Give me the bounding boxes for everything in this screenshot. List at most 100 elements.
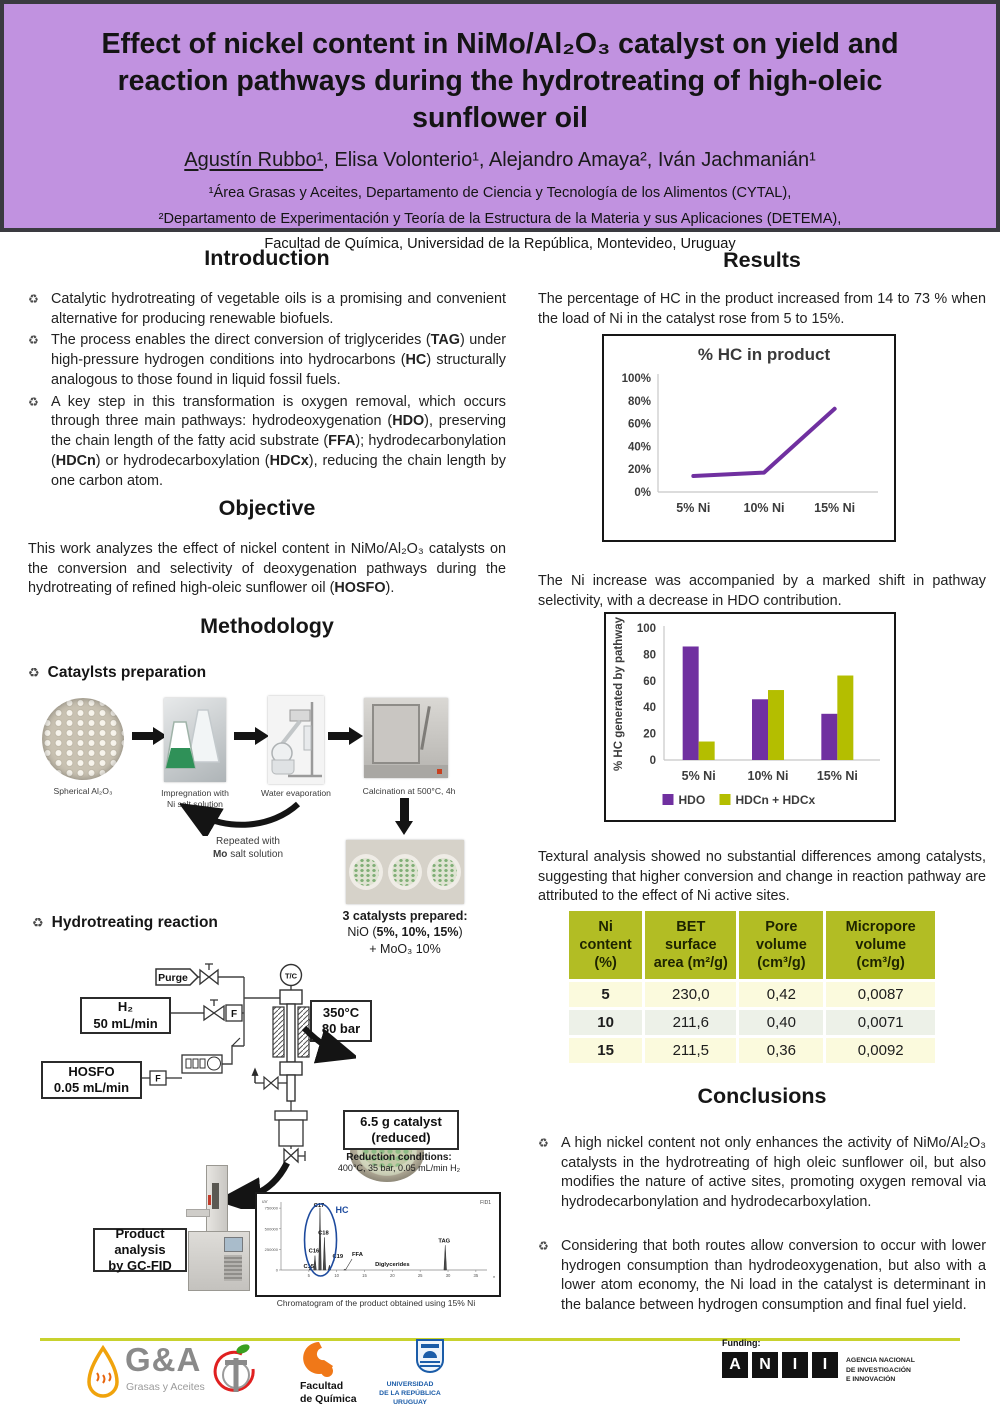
svg-text:FID1: FID1 xyxy=(480,1200,491,1206)
svg-text:F: F xyxy=(155,1074,161,1084)
table-header-cell: BET surface area (m²/g) xyxy=(645,911,737,980)
facultad-quimica-logo: Facultad de Química xyxy=(300,1340,370,1405)
svg-text:C18: C18 xyxy=(318,1230,329,1236)
svg-text:35: 35 xyxy=(474,1273,479,1278)
catalysts-photo xyxy=(346,840,464,904)
udelar-shield-icon xyxy=(416,1339,444,1373)
table-row: 5 230,0 0,42 0,0087 xyxy=(569,982,935,1008)
ga-logo-subtext: Grasas y Aceites xyxy=(126,1381,205,1393)
anii-letter: I xyxy=(812,1352,838,1378)
svg-text:5: 5 xyxy=(308,1273,311,1278)
svg-text:100: 100 xyxy=(637,623,656,635)
table-cell: 10 xyxy=(569,1010,643,1036)
svg-text:Diglycerides: Diglycerides xyxy=(375,1262,409,1268)
recycle-bullet-icon: ♻ xyxy=(32,915,44,930)
udelar-logo: UNIVERSIDAD DE LA REPÚBLICA URUGUAY xyxy=(379,1338,472,1406)
hc-line-chart-frame: % HC in product 0% 20% 40% 60% 80% 100% 5% Ni 10… xyxy=(602,334,896,542)
svg-text:250000: 250000 xyxy=(265,1247,279,1252)
reactor-schematic: Purge F T/C F xyxy=(138,963,312,1164)
flasks-illustration xyxy=(165,709,220,769)
svg-text:10: 10 xyxy=(334,1273,339,1278)
textural-properties-table: Ni content (%) BET surface area (m²/g) Por… xyxy=(566,908,938,1067)
calcination-furnace-photo xyxy=(364,698,448,778)
recycle-bullet-icon: ♻ xyxy=(28,394,39,409)
hc-line-chart: % HC in product 0% 20% 40% 60% 80% 100% 5% Ni 10… xyxy=(622,345,878,515)
facultad-quimica-text: Facultad de Química xyxy=(300,1380,357,1405)
recycle-bullet-icon: ♻ xyxy=(538,1136,549,1150)
catalysts-preparation-subhead: ♻ Cataylsts preparation xyxy=(28,664,207,681)
furnace-panel xyxy=(364,765,448,778)
footer-divider xyxy=(40,1338,960,1341)
poster-header: Effect of nickel content in NiMo/Al₂O₃ c… xyxy=(0,0,1000,252)
svg-text:20: 20 xyxy=(643,729,656,741)
svg-text:10% Ni: 10% Ni xyxy=(748,769,789,783)
udelar-text: UNIVERSIDAD DE LA REPÚBLICA URUGUAY xyxy=(379,1381,441,1407)
svg-text:HDCn + HDCx: HDCn + HDCx xyxy=(736,793,816,807)
svg-text:15% Ni: 15% Ni xyxy=(817,769,858,783)
right-column: Results The percentage of HC in the prod… xyxy=(538,240,986,1340)
hydrotreating-reaction-subhead: ♻ Hydrotreating reaction xyxy=(32,914,218,931)
results-paragraph-2: The Ni increase was accompanied by a mar… xyxy=(538,573,986,609)
check-valve-icon xyxy=(231,1037,241,1047)
list-item: ♻ A key step in this transformation is ox… xyxy=(28,393,506,489)
intro-heading: Introduction xyxy=(204,246,330,270)
svg-text:C16: C16 xyxy=(309,1249,320,1255)
svg-text:Purge: Purge xyxy=(158,972,188,984)
results-paragraph-3: Textural analysis showed no substantial … xyxy=(538,849,986,905)
reactor-bottom-fitting xyxy=(279,1061,303,1076)
anii-letter: N xyxy=(752,1352,778,1378)
svg-text:C17: C17 xyxy=(314,1203,325,1209)
table-cell: 0,40 xyxy=(739,1010,824,1036)
chromatogram: uV FID1 min 0 250000 500000 750000 5 10 15 20 25 30 3… xyxy=(255,1192,501,1297)
svg-text:0%: 0% xyxy=(634,487,651,499)
step-caption: Spherical Al₂O₃ xyxy=(53,786,113,796)
methodology-heading: Methodology xyxy=(200,614,334,638)
ga-logo-text: G&A xyxy=(125,1341,202,1378)
conclusions-heading: Conclusions xyxy=(697,1084,827,1108)
list-item: ♻ Considering that both routes allow conv… xyxy=(538,1237,986,1314)
svg-text:% HC in product: % HC in product xyxy=(698,345,831,364)
flow-meter xyxy=(225,1004,243,1022)
table-header-cell: Pore volume (cm³/g) xyxy=(739,911,824,980)
collector-flange xyxy=(274,1110,308,1121)
poster-title: Effect of nickel content in NiMo/Al₂O₃ c… xyxy=(101,28,899,135)
flow-meter xyxy=(149,1070,167,1086)
recycle-bullet-icon: ♻ xyxy=(538,1238,549,1253)
condenser-column xyxy=(286,1074,296,1102)
pump-icon xyxy=(181,1054,223,1074)
valve-icon xyxy=(199,963,219,986)
crucible xyxy=(427,854,462,890)
anii-letter: I xyxy=(782,1352,808,1378)
anii-text: AGENCIA NACIONAL DE INVESTIGACIÓN E INNO… xyxy=(846,1357,915,1384)
intro-bullets: ♻ Catalytic hydrotreating of vegetable oi… xyxy=(28,290,506,493)
svg-text:20%: 20% xyxy=(628,464,651,476)
repeat-note: Repeated with Mo salt solution xyxy=(212,836,284,860)
svg-text:C19: C19 xyxy=(332,1254,343,1260)
svg-text:min: min xyxy=(493,1274,495,1279)
gc-instrument-photo xyxy=(184,1165,250,1291)
affiliation-line: ¹Área Grasas y Aceites, Departamento de … xyxy=(208,185,792,202)
furnace-led xyxy=(437,769,442,774)
svg-text:500000: 500000 xyxy=(265,1226,279,1231)
table-cell: 0,0092 xyxy=(826,1038,935,1064)
svg-text:HDO: HDO xyxy=(679,793,706,807)
affiliations: ¹Área Grasas y Aceites, Departamento de … xyxy=(4,181,996,258)
anii-letter: A xyxy=(722,1352,748,1378)
svg-text:F: F xyxy=(231,1009,237,1020)
table-cell: 5 xyxy=(569,982,643,1008)
table-cell: 0,0071 xyxy=(826,1010,935,1036)
table-cell: 0,36 xyxy=(739,1038,824,1064)
recycle-bullet-icon: ♻ xyxy=(28,333,39,348)
results-heading: Results xyxy=(723,248,801,272)
arrow-down-icon xyxy=(395,798,413,835)
table-cell: 211,5 xyxy=(645,1038,737,1064)
svg-text:5% Ni: 5% Ni xyxy=(682,769,716,783)
impregnation-photo xyxy=(164,698,226,782)
svg-text:20: 20 xyxy=(390,1273,395,1278)
table-cell: 211,6 xyxy=(645,1010,737,1036)
curved-arrow-icon xyxy=(301,1025,356,1064)
water-evaporation-photo xyxy=(268,696,324,784)
svg-text:0: 0 xyxy=(276,1268,279,1273)
